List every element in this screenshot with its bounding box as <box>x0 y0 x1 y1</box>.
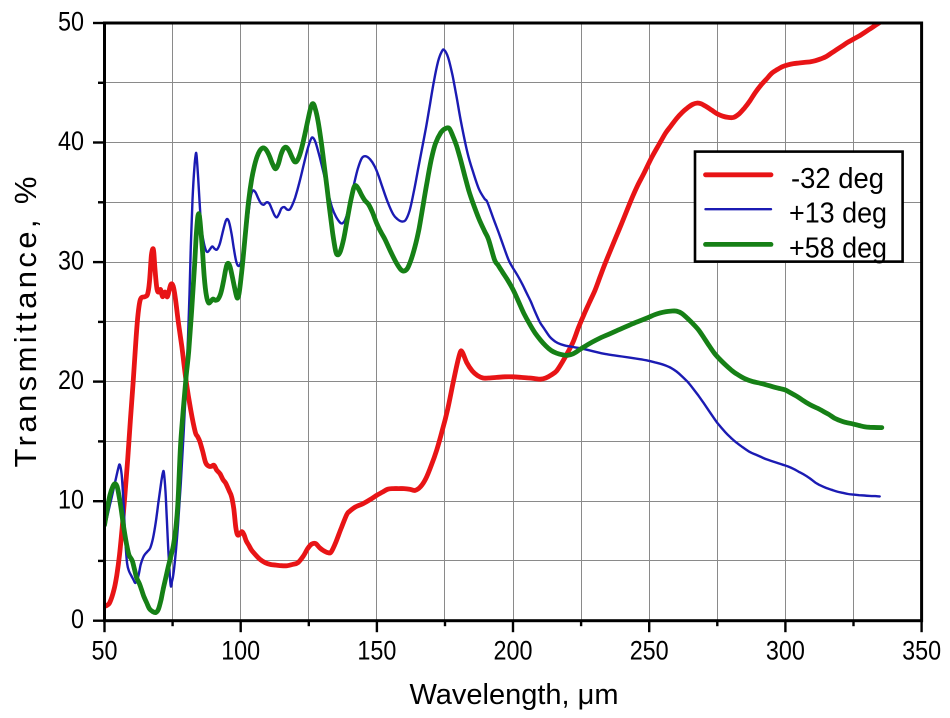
svg-text:30: 30 <box>58 245 84 275</box>
svg-text:10: 10 <box>58 485 84 515</box>
svg-text:-32 deg: -32 deg <box>791 163 884 195</box>
svg-text:50: 50 <box>92 636 118 666</box>
svg-text:350: 350 <box>902 636 941 666</box>
svg-text:300: 300 <box>766 636 805 666</box>
svg-text:50: 50 <box>58 6 84 36</box>
svg-text:0: 0 <box>71 604 84 634</box>
svg-text:20: 20 <box>58 365 84 395</box>
svg-text:+58 deg: +58 deg <box>789 233 887 265</box>
svg-text:200: 200 <box>494 636 533 666</box>
svg-text:+13 deg: +13 deg <box>789 197 887 229</box>
svg-text:150: 150 <box>357 636 396 666</box>
svg-text:100: 100 <box>221 636 260 666</box>
svg-text:250: 250 <box>630 636 669 666</box>
svg-text:40: 40 <box>58 126 84 156</box>
svg-text:Wavelength, μm: Wavelength, μm <box>410 679 619 711</box>
